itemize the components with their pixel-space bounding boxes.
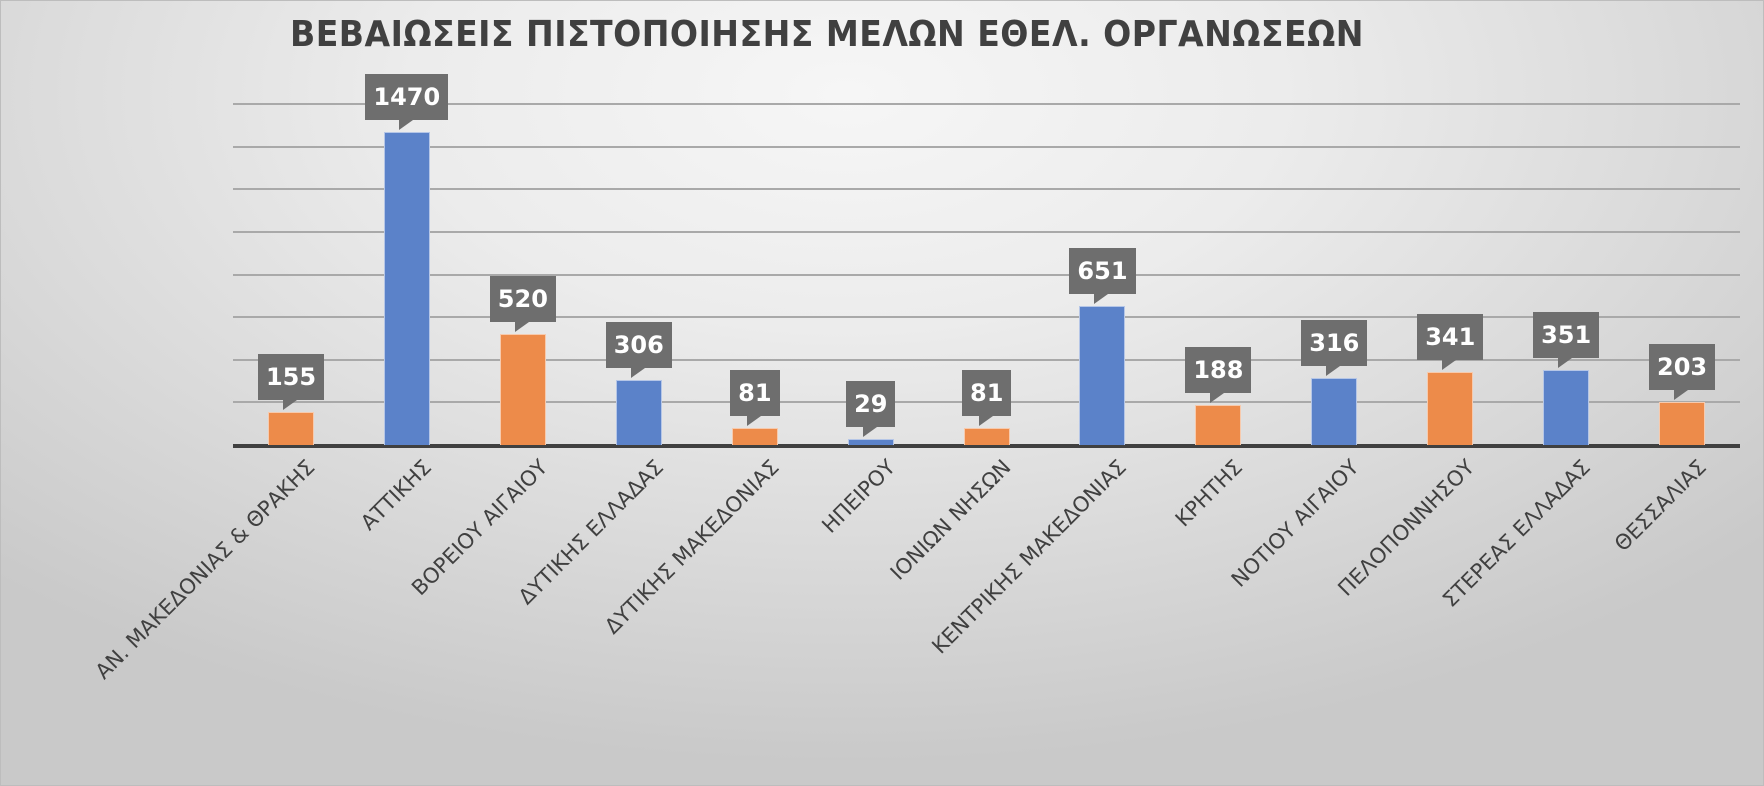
bar <box>1195 404 1242 445</box>
plot-area: 155 1470 520 306 81 29 81 651 188 316 34… <box>233 73 1740 448</box>
bar <box>1543 370 1590 445</box>
bar <box>383 131 430 445</box>
gridline-1400 <box>233 145 1740 148</box>
gridline-800 <box>233 273 1740 276</box>
bar <box>1311 377 1358 445</box>
data-label: 1470 <box>365 73 449 130</box>
bar <box>963 427 1010 445</box>
data-label: 316 <box>1301 319 1368 376</box>
bar <box>267 411 314 445</box>
bar <box>847 438 894 445</box>
data-label: 341 <box>1417 314 1484 371</box>
gridline-400 <box>233 358 1740 361</box>
data-label: 306 <box>605 321 672 378</box>
chart-title: ΒΕΒΑΙΩΣΕΙΣ ΠΙΣΤΟΠΟΙΗΣΗΣ ΜΕΛΩΝ ΕΘΕΛ. ΟΡΓΑ… <box>290 14 1364 55</box>
data-label: 188 <box>1185 346 1252 403</box>
bar <box>499 334 546 445</box>
gridline-600 <box>233 316 1740 319</box>
data-label: 651 <box>1069 248 1136 305</box>
bar <box>615 379 662 445</box>
data-label: 81 <box>730 369 780 426</box>
gridline-1000 <box>233 230 1740 233</box>
data-label: 203 <box>1649 343 1716 400</box>
bar <box>731 427 778 445</box>
x-axis-line <box>233 444 1740 448</box>
bar <box>1079 306 1126 445</box>
bar <box>1427 372 1474 445</box>
data-label: 29 <box>846 380 896 437</box>
data-label: 81 <box>962 369 1012 426</box>
gridline-1600 <box>233 103 1740 105</box>
data-label: 155 <box>257 353 325 410</box>
gridline-1200 <box>233 188 1740 191</box>
data-label: 520 <box>489 276 556 333</box>
bar <box>1659 401 1706 445</box>
data-label: 351 <box>1533 312 1600 369</box>
